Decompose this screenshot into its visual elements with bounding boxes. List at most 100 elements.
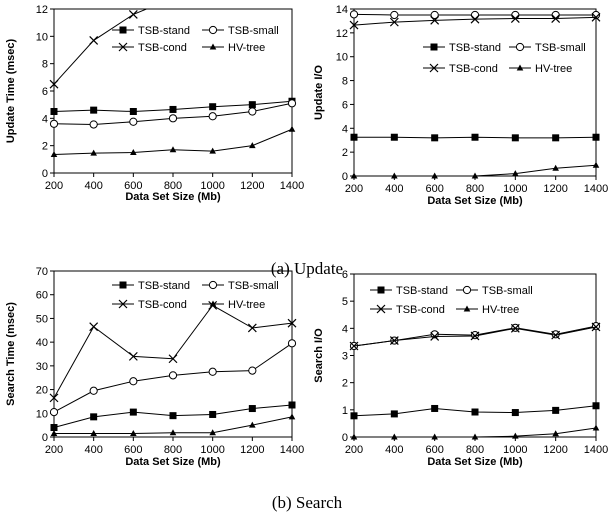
circle-marker bbox=[471, 11, 478, 18]
x-tick-label: 1400 bbox=[584, 444, 608, 456]
square-marker bbox=[552, 407, 559, 414]
circle-marker bbox=[50, 409, 57, 416]
y-tick-label: 50 bbox=[36, 313, 48, 325]
x-axis-label: Data Set Size (Mb) bbox=[125, 456, 221, 468]
y-tick-label: 2 bbox=[342, 378, 348, 390]
x-tick-label: 200 bbox=[45, 444, 63, 456]
series-tsb-stand bbox=[351, 402, 600, 419]
square-marker bbox=[431, 134, 438, 141]
legend-item: TSB-stand bbox=[112, 25, 190, 37]
y-tick-label: 60 bbox=[36, 290, 48, 302]
legend: TSB-stand TSB-small TSB-cond HV-tree bbox=[423, 42, 586, 75]
series-tsb-cond bbox=[50, 301, 296, 401]
legend-marker bbox=[463, 286, 470, 293]
chart-4: 0123456200 400 600 800 1000 1200 1400Data Set … bbox=[313, 269, 608, 468]
legend: TSB-stand TSB-small TSB-cond HV-tree bbox=[370, 285, 533, 316]
legend-marker bbox=[209, 281, 216, 288]
y-tick-label: 12 bbox=[36, 4, 48, 16]
y-tick-label: 8 bbox=[42, 59, 48, 71]
x-tick-label: 800 bbox=[466, 444, 484, 456]
x-tick-label: 1400 bbox=[280, 180, 304, 192]
y-tick-label: 1 bbox=[342, 405, 348, 417]
y-tick-label: 10 bbox=[336, 52, 348, 64]
legend-marker bbox=[209, 26, 216, 33]
y-tick-label: 3 bbox=[342, 351, 348, 363]
circle-marker bbox=[130, 118, 137, 125]
square-marker bbox=[472, 409, 479, 416]
x-axis-label: Data Set Size (Mb) bbox=[427, 456, 523, 468]
y-tick-label: 2 bbox=[42, 141, 48, 153]
plot-area bbox=[50, 0, 296, 157]
square-marker bbox=[130, 108, 137, 115]
legend-label: TSB-small bbox=[228, 25, 279, 37]
y-tick-label: 12 bbox=[336, 28, 348, 40]
x-axis-label: Data Set Size (Mb) bbox=[125, 191, 221, 203]
square-marker bbox=[209, 103, 216, 110]
legend-marker bbox=[378, 287, 385, 294]
square-marker bbox=[289, 401, 296, 408]
legend-item: TSB-small bbox=[202, 25, 279, 37]
triangle-marker bbox=[593, 162, 600, 168]
legend-item: HV-tree bbox=[456, 304, 519, 316]
y-tick-label: 4 bbox=[342, 323, 348, 335]
legend-item: TSB-small bbox=[202, 280, 279, 292]
y-tick-label: 40 bbox=[36, 337, 48, 349]
plot-frame bbox=[54, 271, 292, 437]
legend-label: HV-tree bbox=[228, 299, 265, 311]
chart-3: 0 10 20 30 40 50 60 70 200 400 600 800 1000 1200 1400 D… bbox=[5, 266, 304, 468]
series-tsb-stand bbox=[51, 98, 296, 115]
series-line bbox=[54, 305, 292, 397]
x-tick-label: 400 bbox=[84, 180, 102, 192]
y-tick-label: 0 bbox=[342, 432, 348, 444]
y-tick-label: 0 bbox=[342, 171, 348, 183]
x-tick-label: 1200 bbox=[543, 183, 567, 195]
x-tick-label: 1000 bbox=[200, 444, 224, 456]
series-tsb-stand bbox=[51, 401, 296, 431]
circle-marker bbox=[350, 11, 357, 18]
x-axis-label: Data Set Size (Mb) bbox=[427, 195, 523, 207]
legend-label: TSB-small bbox=[228, 280, 279, 292]
x-marker bbox=[169, 0, 177, 2]
x-tick-label: 1000 bbox=[503, 183, 527, 195]
square-marker bbox=[170, 412, 177, 419]
legend-item: TSB-stand bbox=[112, 280, 190, 292]
y-tick-label: 10 bbox=[36, 31, 48, 43]
y-tick-label: 0 bbox=[42, 432, 48, 444]
square-marker bbox=[593, 402, 600, 409]
y-tick-label: 6 bbox=[342, 269, 348, 281]
legend-item: HV-tree bbox=[509, 63, 572, 75]
square-marker bbox=[51, 108, 58, 115]
legend: TSB-stand TSB-small TSB-cond HV-tree bbox=[112, 25, 279, 54]
legend-item: TSB-small bbox=[509, 42, 586, 54]
legend-item: TSB-small bbox=[456, 285, 533, 297]
plot-frame bbox=[354, 9, 596, 176]
circle-marker bbox=[512, 11, 519, 18]
circle-marker bbox=[288, 340, 295, 347]
circle-marker bbox=[209, 113, 216, 120]
circle-marker bbox=[209, 368, 216, 375]
legend-marker bbox=[120, 282, 127, 289]
y-tick-label: 70 bbox=[36, 266, 48, 278]
series-tsb-cond bbox=[350, 323, 600, 350]
y-tick-label: 8 bbox=[342, 76, 348, 88]
square-marker bbox=[209, 411, 216, 418]
triangle-marker bbox=[170, 429, 177, 435]
legend-marker bbox=[431, 44, 438, 51]
caption-search: (b) Search bbox=[272, 493, 343, 512]
square-marker bbox=[170, 106, 177, 113]
circle-marker bbox=[169, 115, 176, 122]
y-tick-label: 4 bbox=[342, 123, 348, 135]
circle-marker bbox=[90, 387, 97, 394]
square-marker bbox=[512, 134, 519, 141]
y-axis-label: Update Time (msec) bbox=[5, 38, 17, 143]
x-tick-label: 200 bbox=[345, 444, 363, 456]
series-tsb-small bbox=[350, 11, 599, 19]
square-marker bbox=[130, 409, 137, 416]
circle-marker bbox=[288, 100, 295, 107]
x-tick-label: 800 bbox=[466, 183, 484, 195]
legend-item: HV-tree bbox=[202, 299, 265, 311]
y-tick-label: 14 bbox=[336, 4, 348, 16]
legend-label: TSB-small bbox=[535, 42, 586, 54]
x-tick-label: 400 bbox=[84, 444, 102, 456]
plot-area bbox=[350, 323, 600, 440]
